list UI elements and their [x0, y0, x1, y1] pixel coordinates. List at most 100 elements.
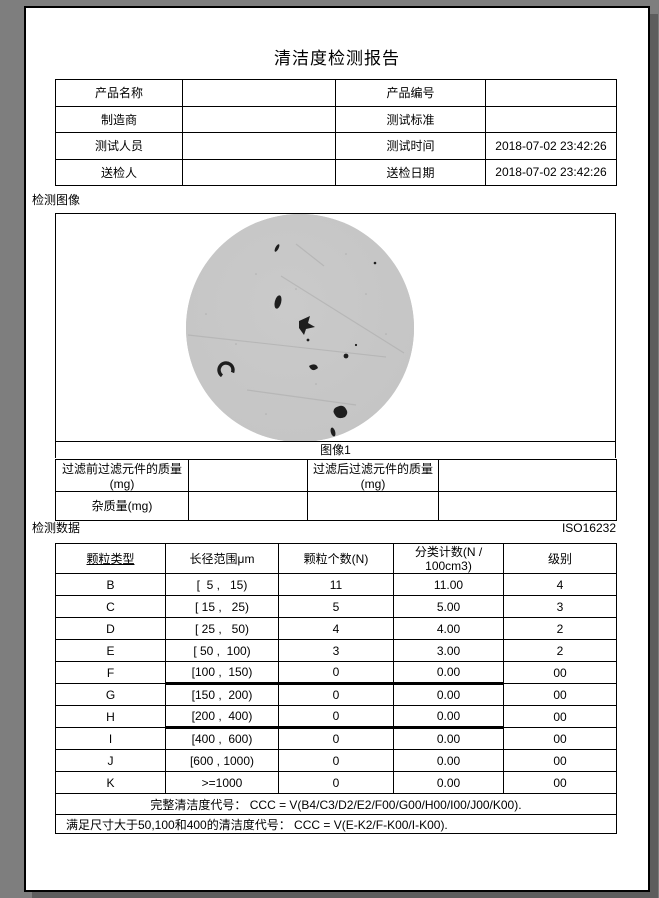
class-count-cell: 3.00 — [393, 639, 504, 662]
type-cell: D — [55, 617, 166, 640]
image-caption: 图像1 — [55, 442, 616, 458]
level-cell: 00 — [503, 749, 617, 772]
type-cell: C — [55, 595, 166, 618]
table-row: E [ 50 , 100) 3 3.00 2 — [55, 639, 617, 662]
count-cell: 0 — [278, 661, 394, 685]
mass-label-cell: 杂质量(mg) — [55, 491, 189, 521]
table-row: 送检人 送检日期 2018-07-02 23:42:26 — [55, 158, 617, 186]
level-cell: 2 — [503, 617, 617, 640]
col-header-level: 级别 — [503, 543, 617, 574]
table-row: G [150 , 200) 0 0.00 00 — [55, 683, 617, 706]
mass-value-cell — [438, 491, 617, 521]
class-count-cell: 0.00 — [393, 771, 504, 794]
level-cell: 4 — [503, 573, 617, 596]
class-count-cell: 0.00 — [393, 661, 504, 685]
info-label-cell: 测试时间 — [335, 132, 486, 160]
range-cell: [100 , 150) — [165, 661, 279, 685]
table-row: K >=1000 0 0.00 00 — [55, 771, 617, 794]
level-cell: 3 — [503, 595, 617, 618]
full-cleanliness-code: 完整清洁度代号： CCC = V(B4/C3/D2/E2/F00/G00/H00… — [55, 793, 617, 815]
table-footer-row: 完整清洁度代号： CCC = V(B4/C3/D2/E2/F00/G00/H00… — [55, 793, 617, 815]
info-label-cell: 测试人员 — [55, 132, 183, 160]
table-row: H [200 , 400) 0 0.00 00 — [55, 705, 617, 729]
level-cell: 00 — [503, 727, 617, 750]
mass-label-cell: 过滤前过滤元件的质量(mg) — [55, 459, 189, 492]
range-cell: [ 15 , 25) — [165, 595, 279, 618]
class-count-cell: 11.00 — [393, 573, 504, 596]
info-label-cell: 送检人 — [55, 158, 183, 186]
class-count-cell: 0.00 — [393, 683, 504, 706]
table-footer-row: 满足尺寸大于50,100和400的清洁度代号： CCC = V(E-K2/F-K… — [55, 814, 617, 834]
mass-value-cell — [188, 491, 308, 521]
table-header-row: 颗粒类型 长径范围μm 颗粒个数(N) 分类计数(N / 100cm3) 级别 — [55, 543, 617, 574]
col-header-particle-count: 颗粒个数(N) — [278, 543, 394, 574]
range-cell: [ 50 , 100) — [165, 639, 279, 662]
info-label-cell: 送检日期 — [335, 158, 486, 186]
info-label-cell: 测试标准 — [335, 105, 486, 133]
test-time-cell: 2018-07-02 23:42:26 — [485, 132, 617, 160]
col-header-particle-type: 颗粒类型 — [55, 543, 166, 574]
count-cell: 0 — [278, 705, 394, 729]
level-cell: 00 — [503, 661, 617, 684]
page-title: 清洁度检测报告 — [274, 49, 400, 68]
detection-image-label: 检测图像 — [32, 193, 81, 207]
class-count-cell: 4.00 — [393, 617, 504, 640]
range-cell: [200 , 400) — [165, 705, 279, 729]
level-cell: 00 — [503, 683, 617, 706]
info-value-cell — [485, 105, 617, 133]
table-row: 过滤前过滤元件的质量(mg) 过滤后过滤元件的质量(mg) — [55, 459, 617, 492]
col-header-size-range: 长径范围μm — [165, 543, 279, 574]
count-cell: 0 — [278, 749, 394, 772]
particle-data-table: 颗粒类型 长径范围μm 颗粒个数(N) 分类计数(N / 100cm3) 级别 … — [55, 543, 617, 834]
type-cell: J — [55, 749, 166, 772]
col-header-class-count: 分类计数(N / 100cm3) — [393, 543, 504, 574]
table-row: D [ 25 , 50) 4 4.00 2 — [55, 617, 617, 640]
class-count-cell: 0.00 — [393, 727, 504, 750]
info-value-cell — [182, 158, 336, 186]
type-cell: F — [55, 661, 166, 684]
count-cell: 0 — [278, 727, 394, 750]
table-row: J [600 , 1000) 0 0.00 00 — [55, 749, 617, 772]
filter-membrane-image — [186, 214, 414, 442]
standard-label: ISO16232 — [561, 521, 616, 535]
size-cleanliness-code: 满足尺寸大于50,100和400的清洁度代号： CCC = V(E-K2/F-K… — [55, 814, 617, 834]
range-cell: >=1000 — [165, 771, 279, 794]
level-cell: 00 — [503, 771, 617, 794]
type-cell: H — [55, 705, 166, 728]
level-cell: 00 — [503, 705, 617, 728]
count-cell: 3 — [278, 639, 394, 662]
class-count-cell: 5.00 — [393, 595, 504, 618]
scratch-lines — [187, 243, 405, 406]
level-cell: 2 — [503, 639, 617, 662]
info-label-cell: 产品编号 — [335, 79, 486, 107]
range-cell: [150 , 200) — [165, 683, 279, 706]
mass-value-cell — [438, 459, 617, 492]
table-row: B [ 5 , 15) 11 11.00 4 — [55, 573, 617, 596]
type-cell: G — [55, 683, 166, 706]
count-cell: 0 — [278, 771, 394, 794]
count-cell: 11 — [278, 573, 394, 596]
detection-data-label: 检测数据 — [32, 521, 81, 535]
range-cell: [ 5 , 15) — [165, 573, 279, 596]
table-row: I [400 , 600) 0 0.00 00 — [55, 727, 617, 750]
class-count-cell: 0.00 — [393, 705, 504, 729]
table-row: 产品名称 产品编号 — [55, 79, 617, 107]
info-value-cell — [485, 79, 617, 107]
type-cell: I — [55, 727, 166, 750]
count-cell: 4 — [278, 617, 394, 640]
table-row: 制造商 测试标准 — [55, 105, 617, 133]
table-row: C [ 15 , 25) 5 5.00 3 — [55, 595, 617, 618]
count-cell: 0 — [278, 683, 394, 706]
table-row: F [100 , 150) 0 0.00 00 — [55, 661, 617, 685]
mass-table: 过滤前过滤元件的质量(mg) 过滤后过滤元件的质量(mg) 杂质量(mg) — [55, 459, 617, 521]
table-row: 测试人员 测试时间 2018-07-02 23:42:26 — [55, 132, 617, 160]
range-cell: [600 , 1000) — [165, 749, 279, 772]
detection-image-box — [55, 213, 616, 442]
detection-data-header: 检测数据 ISO16232 — [32, 520, 616, 536]
info-value-cell — [182, 105, 336, 133]
report-page: 清洁度检测报告 产品名称 产品编号 制造商 测试标准 测试人员 测试时间 201… — [24, 6, 650, 892]
submit-date-cell: 2018-07-02 23:42:26 — [485, 158, 617, 186]
class-count-cell: 0.00 — [393, 749, 504, 772]
info-table: 产品名称 产品编号 制造商 测试标准 测试人员 测试时间 2018-07-02 … — [55, 79, 617, 186]
info-value-cell — [182, 79, 336, 107]
